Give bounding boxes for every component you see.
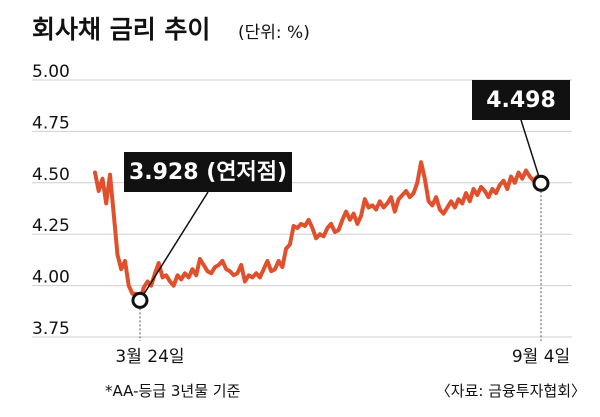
- chart-title: 회사채 금리 추이: [32, 15, 210, 44]
- low-annotation-pointer: [139, 191, 209, 301]
- last-annotation-pointer: [520, 119, 542, 184]
- y-tick-label: 4.75: [32, 113, 70, 133]
- last-annotation-marker: [532, 174, 550, 192]
- x-tick-label-start: 3월 24일: [115, 347, 184, 367]
- y-tick-label: 4.25: [32, 216, 70, 236]
- y-tick-label: 4.00: [32, 268, 70, 288]
- unit-label: (단위: %): [238, 23, 310, 43]
- x-tick-label-end: 9월 4일: [512, 347, 570, 367]
- last-annotation-label: 4.498: [486, 88, 556, 113]
- series-layer: [93, 160, 543, 303]
- low-annotation-box: [124, 152, 292, 192]
- y-tick-label: 3.75: [32, 319, 70, 339]
- low-annotation-marker: [131, 291, 149, 309]
- low-annotation-label: 3.928 (연저점): [129, 160, 287, 185]
- y-tick-label: 5.00: [32, 62, 70, 82]
- y-tick-label: 4.50: [32, 165, 70, 185]
- series-line: [93, 160, 543, 303]
- source: 〈자료: 금융투자협회〉: [436, 382, 586, 400]
- annotations: 3.928 (연저점) 4.498: [124, 80, 570, 309]
- last-annotation-box: [472, 80, 570, 120]
- footnote: *AA-등급 3년물 기준: [105, 382, 241, 400]
- y-axis: 5.00 4.75 4.50 4.25 4.00 3.75: [32, 62, 70, 339]
